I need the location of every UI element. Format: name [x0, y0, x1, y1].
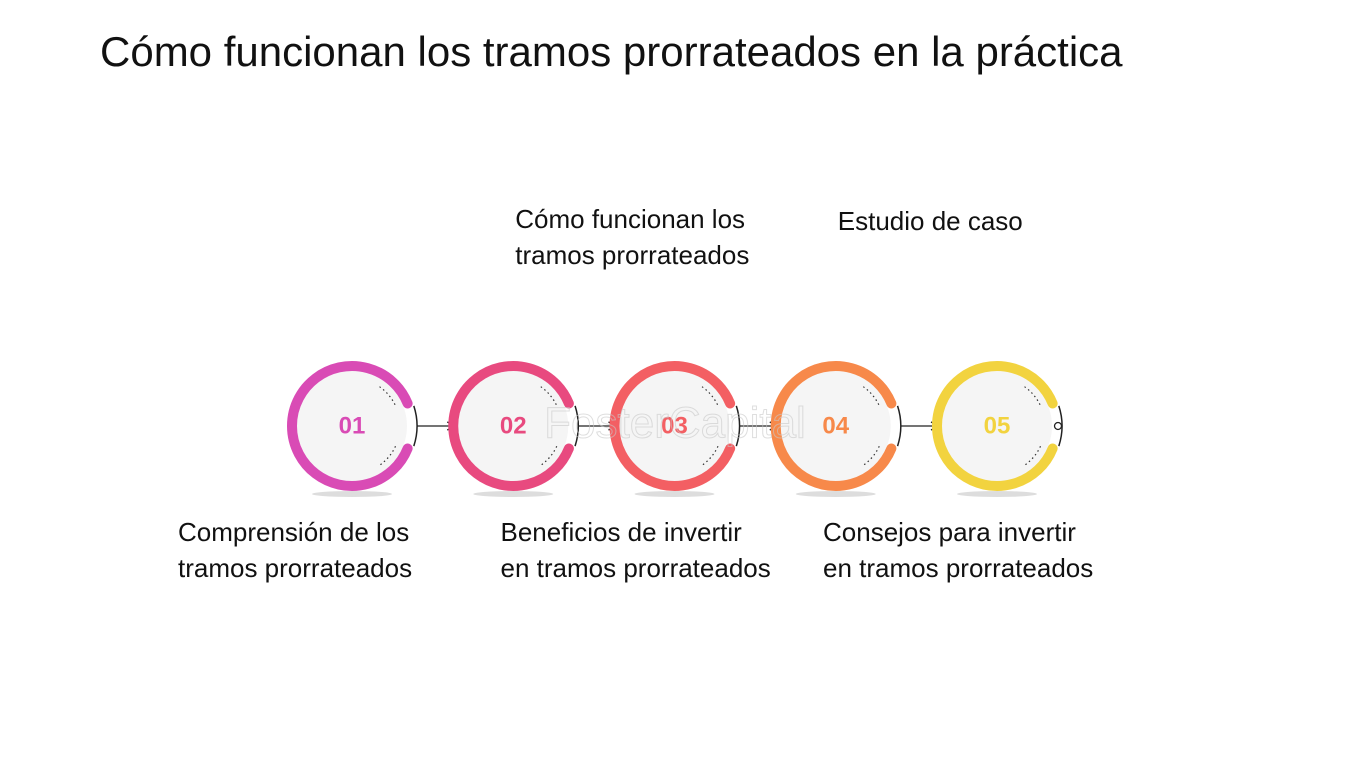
- ring-dots: [862, 446, 880, 466]
- step-number: 02: [500, 412, 527, 439]
- step-label: Comprensión de los: [178, 517, 409, 547]
- step-label: en tramos prorrateados: [501, 553, 771, 583]
- ring-dots: [701, 446, 719, 466]
- step-label: tramos prorrateados: [178, 553, 412, 583]
- step: 05: [932, 361, 1063, 497]
- shadow: [473, 491, 554, 497]
- inner-disc: [458, 371, 569, 481]
- ring-dots: [701, 386, 719, 406]
- shadow: [795, 491, 876, 497]
- ring: [770, 361, 897, 491]
- ring-dots: [1024, 386, 1042, 406]
- step: 04: [770, 361, 902, 497]
- step-number: 01: [339, 412, 366, 439]
- ring-accent: [896, 405, 902, 447]
- ring-dots: [379, 446, 397, 466]
- ring-accent: [735, 405, 741, 447]
- watermark: FosterCapital: [544, 399, 806, 448]
- ring: [609, 361, 736, 491]
- step-label: Cómo funcionan los: [515, 204, 745, 234]
- ring-dots: [1024, 446, 1042, 466]
- step: 01: [287, 361, 418, 497]
- ring: [932, 361, 1058, 491]
- step-label: tramos prorrateados: [515, 240, 749, 270]
- ring-dots: [379, 386, 397, 406]
- end-dot: [1053, 421, 1063, 431]
- step-number: 04: [822, 412, 849, 439]
- shadow: [957, 491, 1037, 497]
- inner-disc: [297, 371, 407, 481]
- shadow: [634, 491, 715, 497]
- step-label: en tramos prorrateados: [823, 553, 1093, 583]
- inner-disc: [619, 371, 730, 481]
- shadow: [312, 491, 392, 497]
- ring-dots: [540, 446, 558, 466]
- step-label: Consejos para invertir: [823, 517, 1076, 547]
- ring: [287, 361, 413, 491]
- step-label: Beneficios de invertir: [501, 517, 743, 547]
- ring-accent: [413, 405, 418, 447]
- ring-dots: [862, 386, 880, 406]
- inner-disc: [942, 371, 1052, 481]
- ring: [448, 361, 574, 491]
- step-number: 03: [661, 412, 688, 439]
- ring-accent: [574, 405, 579, 447]
- step-number: 05: [984, 412, 1011, 439]
- ring-dots: [540, 386, 558, 406]
- step-label: Estudio de caso: [838, 206, 1023, 236]
- inner-disc: [780, 371, 891, 481]
- step: 02: [448, 361, 579, 497]
- step: 03: [609, 361, 741, 497]
- title: Cómo funcionan los tramos prorrateados e…: [100, 28, 1123, 75]
